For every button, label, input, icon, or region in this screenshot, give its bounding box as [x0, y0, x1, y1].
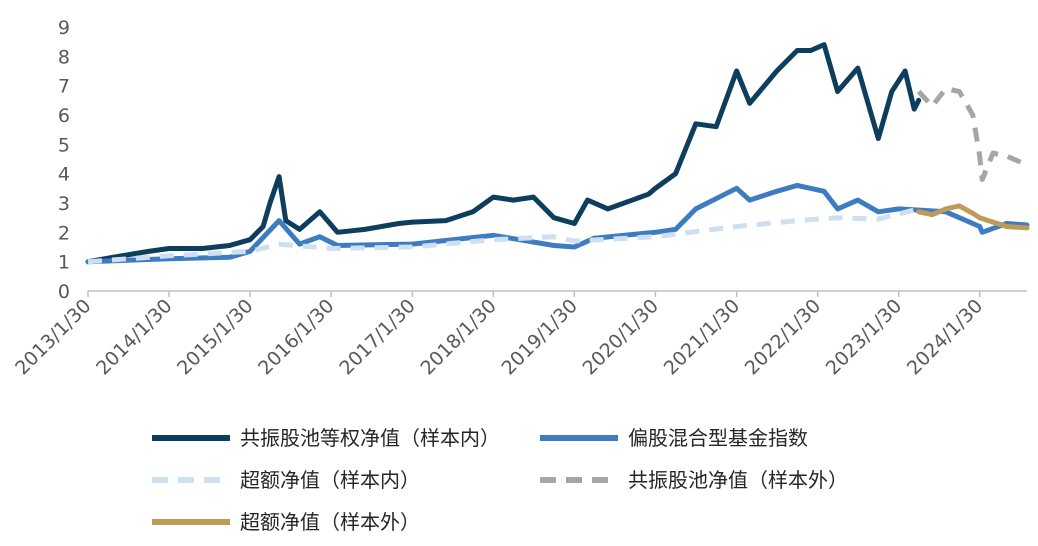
- legend-label-3: 共振股池净值（样本外）: [628, 468, 848, 492]
- y-tick-label-4: 4: [58, 164, 70, 186]
- series-line-0: [85, 42, 922, 265]
- x-tick-label-6: 2019/1/30: [497, 295, 581, 379]
- x-axis: 2013/1/302014/1/302015/1/302016/1/302017…: [11, 290, 1027, 379]
- x-tick-label-8: 2021/1/30: [660, 295, 744, 379]
- series-line-4: [916, 203, 1030, 231]
- y-tick-label-9: 9: [58, 17, 70, 39]
- legend-label-4: 超额净值（样本外）: [240, 510, 420, 534]
- x-tick-label-7: 2020/1/30: [578, 295, 662, 379]
- y-tick-label-7: 7: [58, 76, 70, 98]
- y-tick-label-0: 0: [58, 281, 70, 303]
- x-tick-label-2: 2015/1/30: [173, 295, 257, 379]
- legend-label-1: 偏股混合型基金指数: [628, 426, 808, 450]
- x-tick-label-4: 2017/1/30: [335, 295, 419, 379]
- x-tick-label-1: 2014/1/30: [92, 295, 176, 379]
- y-tick-label-5: 5: [58, 134, 70, 156]
- legend-label-2: 超额净值（样本内）: [240, 468, 420, 492]
- y-tick-label-2: 2: [58, 222, 70, 244]
- series-lines: [85, 42, 1030, 265]
- x-tick-label-5: 2018/1/30: [416, 295, 500, 379]
- y-axis-tick-labels: 0 1 2 3 4 5 6 7 8 9: [58, 17, 70, 303]
- legend-label-0: 共振股池等权净值（样本内）: [240, 426, 500, 450]
- y-tick-label-6: 6: [58, 105, 70, 127]
- x-tick-label-11: 2024/1/30: [903, 295, 987, 379]
- y-tick-label-1: 1: [58, 252, 70, 274]
- x-tick-label-10: 2023/1/30: [822, 295, 906, 379]
- series-line-3: [916, 86, 1028, 182]
- x-tick-label-9: 2022/1/30: [741, 295, 825, 379]
- y-tick-label-8: 8: [58, 46, 70, 68]
- x-tick-label-0: 2013/1/30: [11, 295, 95, 379]
- x-tick-label-3: 2016/1/30: [254, 295, 338, 379]
- y-tick-label-3: 3: [58, 193, 70, 215]
- series-line-2: [87, 206, 920, 265]
- series-line-1: [85, 182, 1030, 265]
